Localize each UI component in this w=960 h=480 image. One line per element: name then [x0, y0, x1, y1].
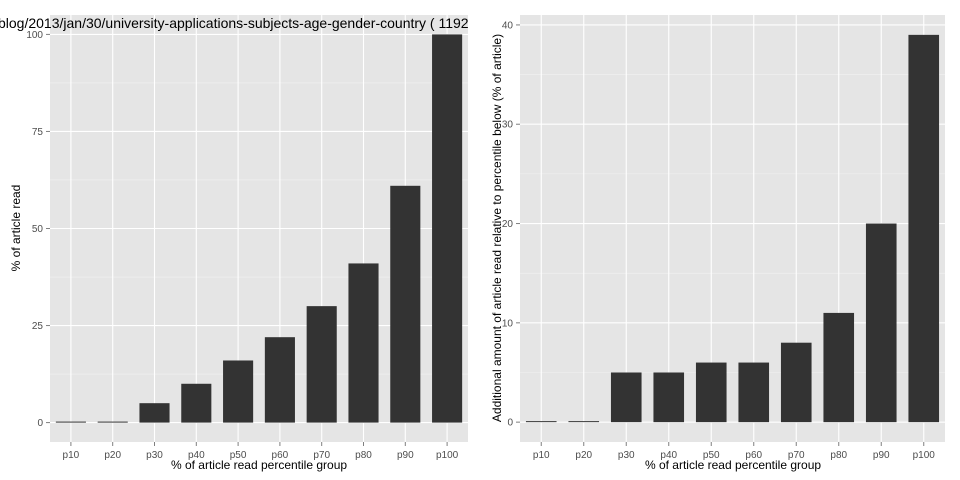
x-tick-label: p10	[533, 450, 550, 461]
y-tick-label: 10	[502, 318, 514, 329]
bar-p90	[390, 185, 421, 423]
bar-p90	[865, 223, 897, 423]
x-tick-label: p30	[618, 450, 635, 461]
bar-p30	[139, 403, 170, 423]
x-tick-label: p10	[63, 450, 80, 461]
bar-p60	[738, 362, 770, 423]
x-tick-label: p80	[355, 450, 372, 461]
x-tick-label: p20	[575, 450, 592, 461]
bar-p80	[348, 263, 379, 423]
x-axis-ticks: p10 p20 p30 p40 p50 p60 p70 p80 p90 p100	[533, 442, 935, 461]
x-tick-label: p30	[146, 450, 163, 461]
y-axis-ticks: 0 25 50 75 100	[26, 30, 50, 429]
x-tick-label: p40	[660, 450, 677, 461]
bar-p70	[780, 342, 812, 423]
y-tick-label: 25	[32, 321, 44, 332]
bar-p10	[55, 421, 86, 423]
y-axis-title: Additional amount of article read relati…	[490, 34, 504, 422]
y-axis-title: % of article read	[9, 185, 23, 272]
x-tick-label: p50	[230, 450, 247, 461]
y-tick-label: 100	[26, 30, 43, 41]
x-tick-label: p20	[104, 450, 121, 461]
x-axis-title: % of article read percentile group	[645, 458, 821, 472]
x-tick-label: p100	[436, 450, 459, 461]
y-tick-label: 40	[502, 20, 514, 31]
chart-title: blog/2013/jan/30/university-applications…	[0, 15, 469, 31]
y-axis-ticks: 0 10 20 30 40	[502, 20, 520, 429]
bar-p100	[432, 34, 463, 423]
bar-p30	[610, 372, 642, 423]
x-axis-title: % of article read percentile group	[171, 458, 347, 472]
x-tick-label: p90	[397, 450, 414, 461]
x-tick-label: p70	[313, 450, 330, 461]
x-axis-ticks: p10 p20 p30 p40 p50 p60 p70 p80 p90 p100	[63, 442, 459, 461]
bar-p50	[695, 362, 727, 423]
y-tick-label: 75	[32, 127, 44, 138]
bar-p40	[653, 372, 685, 423]
bar-p40	[181, 383, 212, 423]
bars	[525, 34, 940, 423]
bar-p10	[525, 421, 557, 423]
y-tick-label: 20	[502, 219, 514, 230]
bar-p70	[306, 306, 337, 423]
bars	[55, 34, 463, 423]
bar-p80	[823, 312, 855, 423]
bar-p20	[568, 421, 600, 423]
bar-p50	[223, 360, 254, 423]
bar-p60	[264, 337, 295, 423]
y-tick-label: 0	[507, 418, 513, 429]
y-tick-label: 0	[37, 418, 43, 429]
bar-p20	[97, 421, 128, 423]
y-tick-label: 30	[502, 120, 514, 131]
x-tick-label: p60	[745, 450, 762, 461]
x-tick-label: p100	[913, 450, 936, 461]
x-tick-label: p50	[703, 450, 720, 461]
x-tick-label: p40	[188, 450, 205, 461]
y-tick-label: 50	[32, 224, 44, 235]
x-tick-label: p60	[272, 450, 289, 461]
x-tick-label: p70	[788, 450, 805, 461]
bar-p100	[908, 34, 940, 423]
x-tick-label: p90	[873, 450, 890, 461]
x-tick-label: p80	[830, 450, 847, 461]
